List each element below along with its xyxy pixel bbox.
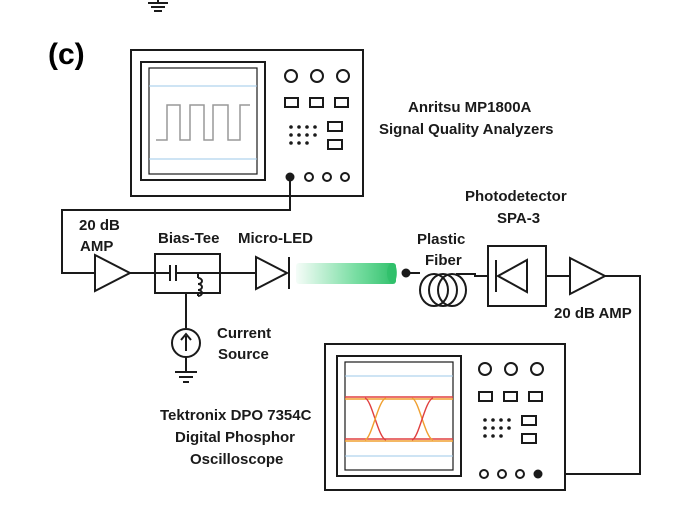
panel-button[interactable] — [327, 121, 343, 132]
amp-in-label-1: 20 dB — [79, 217, 120, 234]
oscilloscope-type-1: Digital Phosphor — [175, 429, 295, 446]
oscilloscope-type-2: Oscilloscope — [190, 451, 283, 468]
panel-button[interactable] — [521, 433, 537, 444]
port-icon — [304, 172, 314, 182]
current-source-label-1: Current — [217, 325, 271, 342]
fiber-label-2: Fiber — [425, 252, 462, 269]
amplifier-in-icon — [94, 253, 133, 293]
panel-button[interactable] — [284, 97, 299, 108]
keypad-icon — [483, 418, 511, 438]
port-icon — [515, 469, 525, 479]
analyzer-type: Signal Quality Analyzers — [379, 121, 554, 138]
oscilloscope — [324, 343, 566, 491]
micro-led-label: Micro-LED — [238, 230, 313, 247]
panel-button[interactable] — [503, 391, 518, 402]
panel-button[interactable] — [334, 97, 349, 108]
knob-icon[interactable] — [504, 362, 518, 376]
oscilloscope-name: Tektronix DPO 7354C — [160, 407, 312, 424]
amplifier-out-icon — [569, 256, 608, 296]
knob-icon[interactable] — [478, 362, 492, 376]
panel-button[interactable] — [478, 391, 493, 402]
analyzer-screen — [140, 61, 266, 181]
panel-button[interactable] — [309, 97, 324, 108]
current-source-label-2: Source — [218, 346, 269, 363]
knob-icon[interactable] — [310, 69, 324, 83]
photodetector-label-1: Photodetector — [465, 188, 567, 205]
knob-icon[interactable] — [284, 69, 298, 83]
amp-in-label-2: AMP — [80, 238, 113, 255]
inductor-icon — [197, 277, 203, 297]
panel-button[interactable] — [521, 415, 537, 426]
bias-tee — [154, 253, 221, 297]
knob-icon[interactable] — [530, 362, 544, 376]
signal-wires — [61, 177, 641, 475]
panel-button[interactable] — [528, 391, 543, 402]
fiber-label-1: Plastic — [417, 231, 465, 248]
light-beam — [296, 263, 396, 284]
port-icon — [497, 469, 507, 479]
analyzer-name: Anritsu MP1800A — [408, 99, 532, 116]
amp-out-label: 20 dB AMP — [554, 305, 632, 322]
panel-button[interactable] — [327, 139, 343, 150]
knob-icon[interactable] — [336, 69, 350, 83]
photodetector-icon — [487, 245, 547, 307]
panel-label: (c) — [48, 38, 85, 71]
oscilloscope-screen — [336, 355, 462, 477]
keypad-icon — [289, 125, 317, 145]
current-source-icon — [171, 328, 201, 358]
signal-quality-analyzer — [130, 49, 364, 197]
eye-diagram-trace — [345, 396, 453, 442]
bias-tee-label: Bias-Tee — [158, 230, 219, 247]
port-icon — [340, 172, 350, 182]
input-port[interactable] — [533, 469, 543, 479]
micro-led-icon — [255, 255, 290, 291]
port-icon — [479, 469, 489, 479]
ground-symbol — [175, 371, 197, 383]
square-wave-trace — [156, 104, 250, 141]
plastic-fiber-coil-icon — [401, 268, 467, 307]
port-icon — [322, 172, 332, 182]
photodetector-label-2: SPA-3 — [497, 210, 540, 227]
ground-symbol-top — [148, 0, 168, 12]
